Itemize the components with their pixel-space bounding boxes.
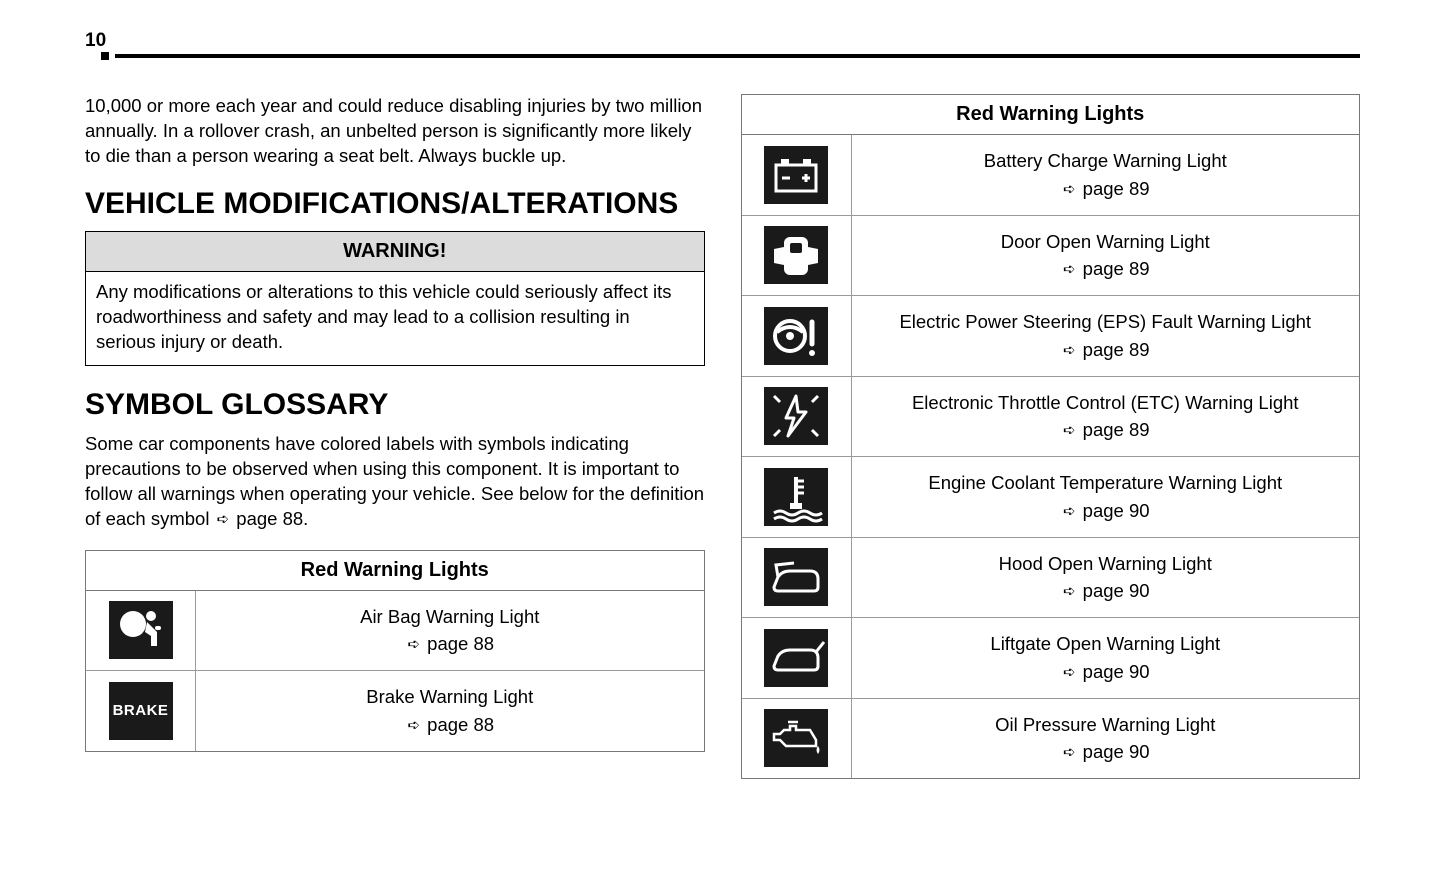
- warning-header: WARNING!: [86, 232, 704, 272]
- page-number: 10: [85, 30, 1360, 52]
- label-cell: Electronic Throttle Control (ETC) Warnin…: [852, 377, 1360, 457]
- icon-cell: [742, 538, 852, 618]
- glossary-intro-text: Some car components have colored labels …: [85, 433, 704, 529]
- warning-light-page: page 89: [1083, 178, 1150, 199]
- right-column: Red Warning Lights Battery Charge Warnin…: [741, 94, 1361, 779]
- label-cell: Hood Open Warning Light ➪ page 90: [852, 538, 1360, 618]
- warning-light-page: page 89: [1083, 258, 1150, 279]
- glossary-intro: Some car components have colored labels …: [85, 432, 705, 532]
- glossary-page-ref: page 88.: [236, 508, 308, 529]
- icon-cell: [742, 377, 852, 457]
- label-cell: Electric Power Steering (EPS) Fault Warn…: [852, 296, 1360, 376]
- warning-light-label: Brake Warning Light: [366, 686, 533, 707]
- warning-light-page: page 90: [1083, 500, 1150, 521]
- warning-light-page: page 90: [1083, 661, 1150, 682]
- eps-icon: [764, 307, 828, 365]
- page-ref-arrow-icon: ➪: [1063, 259, 1076, 282]
- vehicle-mods-heading: VEHICLE MODIFICATIONS/ALTERATIONS: [85, 187, 705, 221]
- brake-icon: BRAKE: [109, 682, 173, 740]
- label-cell: Air Bag Warning Light ➪ page 88: [196, 591, 704, 671]
- icon-cell: [742, 135, 852, 215]
- table-row: Hood Open Warning Light ➪ page 90: [742, 537, 1360, 618]
- page-ref-arrow-icon: ➪: [1063, 340, 1076, 363]
- label-cell: Door Open Warning Light ➪ page 89: [852, 216, 1360, 296]
- warning-light-label: Engine Coolant Temperature Warning Light: [928, 472, 1282, 493]
- warning-light-label: Hood Open Warning Light: [999, 553, 1212, 574]
- icon-cell: BRAKE: [86, 671, 196, 751]
- icon-cell: [742, 699, 852, 779]
- red-warning-lights-table-right: Red Warning Lights Battery Charge Warnin…: [741, 94, 1361, 779]
- red-warning-lights-table-left: Red Warning Lights Air Bag Warning Light…: [85, 550, 705, 752]
- warning-light-label: Electric Power Steering (EPS) Fault Warn…: [899, 311, 1311, 332]
- icon-cell: [742, 216, 852, 296]
- warning-light-page: page 88: [427, 714, 494, 735]
- page-ref-arrow-icon: ➪: [1063, 581, 1076, 604]
- warning-light-page: page 89: [1083, 339, 1150, 360]
- table-row: Electronic Throttle Control (ETC) Warnin…: [742, 376, 1360, 457]
- label-cell: Liftgate Open Warning Light ➪ page 90: [852, 618, 1360, 698]
- icon-cell: [742, 618, 852, 698]
- table-row: Oil Pressure Warning Light ➪ page 90: [742, 698, 1360, 779]
- page-divider: [115, 54, 1360, 58]
- table-row: Engine Coolant Temperature Warning Light…: [742, 456, 1360, 537]
- right-table-header: Red Warning Lights: [742, 95, 1360, 135]
- table-row: Liftgate Open Warning Light ➪ page 90: [742, 617, 1360, 698]
- liftgate-icon: [764, 629, 828, 687]
- warning-light-page: page 89: [1083, 419, 1150, 440]
- table-row: Battery Charge Warning Light ➪ page 89: [742, 135, 1360, 215]
- left-table-header: Red Warning Lights: [86, 551, 704, 591]
- page-ref-arrow-icon: ➪: [1063, 501, 1076, 524]
- table-row: BRAKE Brake Warning Light ➪ page 88: [86, 670, 704, 751]
- icon-cell: [86, 591, 196, 671]
- table-row: Electric Power Steering (EPS) Fault Warn…: [742, 295, 1360, 376]
- table-row: Air Bag Warning Light ➪ page 88: [86, 591, 704, 671]
- page-ref-arrow-icon: ➪: [1063, 742, 1076, 765]
- table-row: Door Open Warning Light ➪ page 89: [742, 215, 1360, 296]
- battery-icon: [764, 146, 828, 204]
- door-open-icon: [764, 226, 828, 284]
- label-cell: Brake Warning Light ➪ page 88: [196, 671, 704, 751]
- intro-paragraph: 10,000 or more each year and could reduc…: [85, 94, 705, 169]
- page-ref-arrow-icon: ➪: [1063, 179, 1076, 202]
- label-cell: Engine Coolant Temperature Warning Light…: [852, 457, 1360, 537]
- warning-light-label: Liftgate Open Warning Light: [990, 633, 1220, 654]
- etc-icon: [764, 387, 828, 445]
- warning-body: Any modifications or alterations to this…: [86, 272, 704, 365]
- label-cell: Oil Pressure Warning Light ➪ page 90: [852, 699, 1360, 779]
- warning-box: WARNING! Any modifications or alteration…: [85, 231, 705, 366]
- page-ref-arrow-icon: ➪: [407, 715, 420, 738]
- airbag-icon: [109, 601, 173, 659]
- warning-light-label: Oil Pressure Warning Light: [995, 714, 1215, 735]
- icon-cell: [742, 296, 852, 376]
- icon-cell: [742, 457, 852, 537]
- warning-light-label: Door Open Warning Light: [1001, 231, 1210, 252]
- warning-light-label: Battery Charge Warning Light: [984, 150, 1227, 171]
- page-ref-arrow-icon: ➪: [407, 634, 420, 657]
- symbol-glossary-heading: SYMBOL GLOSSARY: [85, 388, 705, 422]
- oil-icon: [764, 709, 828, 767]
- coolant-icon: [764, 468, 828, 526]
- hood-open-icon: [764, 548, 828, 606]
- warning-light-page: page 88: [427, 633, 494, 654]
- warning-light-label: Air Bag Warning Light: [360, 606, 539, 627]
- page-ref-arrow-icon: ➪: [1063, 662, 1076, 685]
- left-column: 10,000 or more each year and could reduc…: [85, 94, 705, 779]
- page-ref-arrow-icon: ➪: [1063, 420, 1076, 443]
- page-ref-arrow-icon: ➪: [217, 510, 230, 530]
- warning-light-page: page 90: [1083, 741, 1150, 762]
- label-cell: Battery Charge Warning Light ➪ page 89: [852, 135, 1360, 215]
- warning-light-label: Electronic Throttle Control (ETC) Warnin…: [912, 392, 1299, 413]
- warning-light-page: page 90: [1083, 580, 1150, 601]
